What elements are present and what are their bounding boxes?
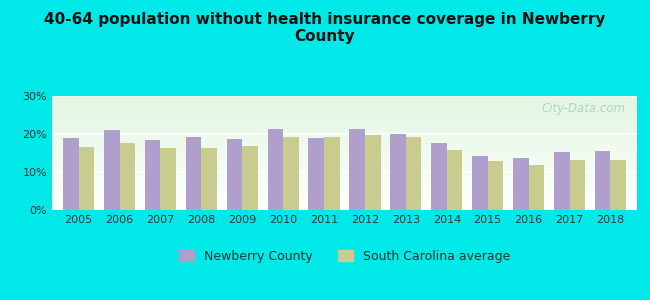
Bar — [186, 137, 202, 210]
Bar — [350, 129, 365, 210]
Bar — [324, 137, 339, 210]
Bar — [513, 158, 528, 210]
Bar — [120, 143, 135, 210]
Bar — [104, 130, 120, 210]
Text: City-Data.com: City-Data.com — [541, 102, 625, 115]
Bar — [161, 148, 176, 210]
Bar — [431, 143, 447, 210]
Bar — [268, 129, 283, 210]
Bar — [63, 138, 79, 210]
Bar — [610, 160, 626, 210]
Bar — [227, 139, 242, 210]
Bar — [554, 152, 569, 210]
Bar — [569, 160, 585, 210]
Bar — [488, 161, 503, 210]
Bar — [79, 146, 94, 210]
Bar — [202, 148, 217, 210]
Bar — [406, 137, 421, 210]
Bar — [472, 156, 488, 210]
Bar — [365, 135, 380, 210]
Bar — [528, 165, 544, 210]
Bar — [145, 140, 161, 210]
Bar — [447, 150, 462, 210]
Bar — [595, 152, 610, 210]
Bar — [242, 146, 258, 210]
Legend: Newberry County, South Carolina average: Newberry County, South Carolina average — [179, 250, 510, 263]
Bar — [390, 134, 406, 210]
Bar — [309, 138, 324, 210]
Bar — [283, 137, 299, 210]
Text: 40-64 population without health insurance coverage in Newberry
County: 40-64 population without health insuranc… — [44, 12, 606, 44]
